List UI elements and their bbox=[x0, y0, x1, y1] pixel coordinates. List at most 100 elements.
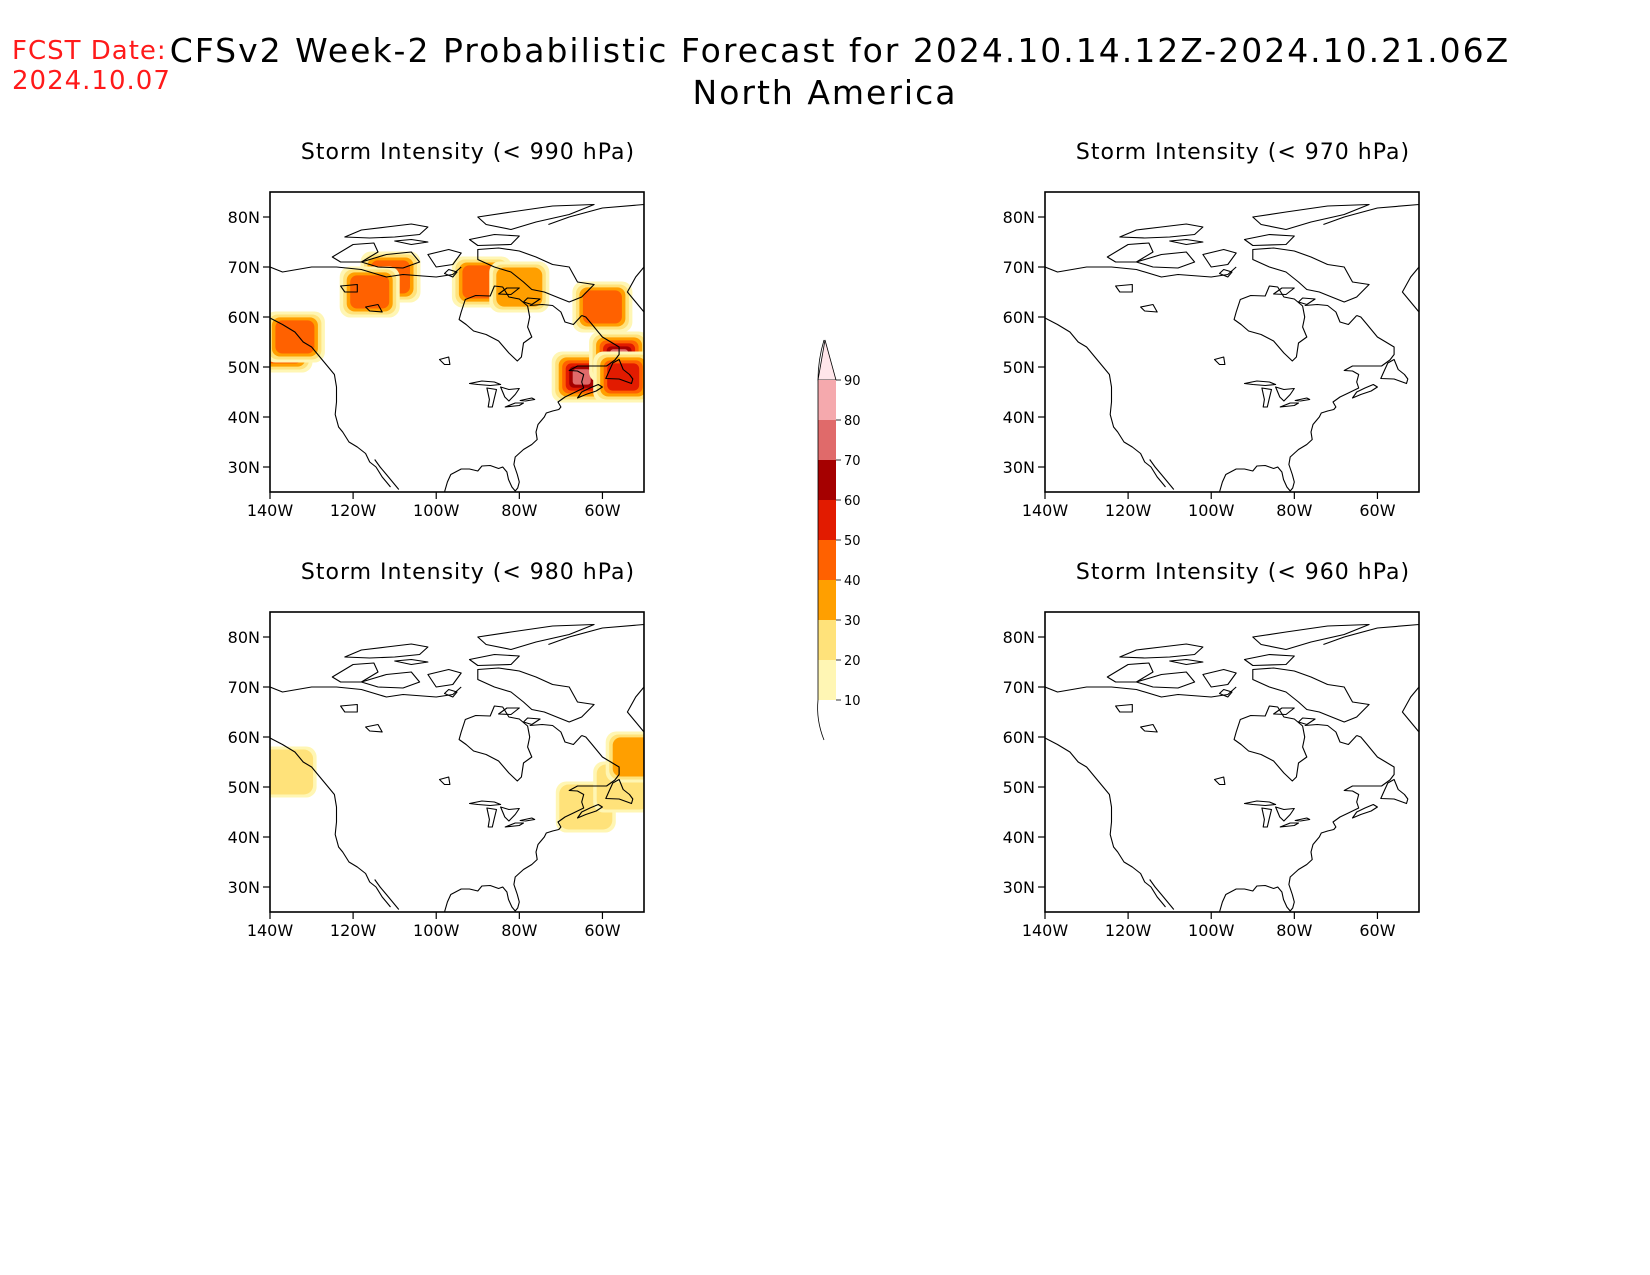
coastline bbox=[331, 242, 379, 263]
coastline bbox=[486, 387, 498, 408]
legend-label: 10 bbox=[844, 694, 861, 709]
coastline bbox=[1045, 266, 1237, 278]
coastline bbox=[270, 686, 462, 698]
legend-swatch bbox=[818, 460, 836, 500]
lon-tick-label: 80W bbox=[1276, 921, 1312, 940]
coastline bbox=[529, 723, 583, 746]
coastline bbox=[1304, 303, 1358, 326]
coastlines bbox=[270, 203, 644, 492]
lat-tick-label: 50N bbox=[1003, 358, 1035, 377]
lon-tick-label: 80W bbox=[501, 921, 537, 940]
coastline bbox=[394, 238, 429, 246]
coastline bbox=[270, 317, 391, 488]
coastline bbox=[1294, 817, 1311, 822]
lat-tick-label: 80N bbox=[1003, 628, 1035, 647]
lon-tick-label: 140W bbox=[1022, 921, 1069, 940]
coastline bbox=[468, 653, 520, 667]
lon-tick-label: 140W bbox=[1022, 501, 1069, 520]
coastline bbox=[1119, 643, 1204, 659]
coastline bbox=[1261, 807, 1273, 828]
coastline bbox=[443, 314, 620, 492]
coastline bbox=[1273, 287, 1295, 296]
coastline bbox=[1243, 233, 1295, 247]
lon-tick-label: 80W bbox=[501, 501, 537, 520]
coastline bbox=[500, 386, 520, 402]
coastline bbox=[1218, 688, 1233, 698]
lon-tick-label: 60W bbox=[1359, 501, 1395, 520]
map-panel-970: Storm Intensity (< 970 hPa) 80N 70N 60N 50N… bbox=[993, 140, 1473, 520]
coastline bbox=[468, 380, 502, 387]
coastline bbox=[498, 287, 520, 296]
legend-bottom-cap bbox=[817, 699, 825, 741]
coastline bbox=[1218, 314, 1395, 492]
lat-tick-label: 70N bbox=[1003, 678, 1035, 697]
coastline bbox=[529, 303, 583, 326]
lat-tick-label: 40N bbox=[1003, 408, 1035, 427]
legend-swatch bbox=[818, 580, 836, 620]
coastline bbox=[1169, 238, 1204, 246]
coastline bbox=[468, 800, 502, 807]
coastline bbox=[1323, 623, 1419, 733]
coastline bbox=[548, 203, 644, 313]
coastline bbox=[438, 356, 451, 366]
coastline bbox=[1149, 879, 1175, 910]
coastline bbox=[394, 658, 429, 666]
coastline bbox=[519, 817, 536, 822]
lat-tick-label: 70N bbox=[228, 678, 260, 697]
coastline bbox=[1243, 653, 1295, 667]
coastline bbox=[477, 203, 595, 231]
lon-tick-label: 100W bbox=[413, 501, 460, 520]
coastline bbox=[1380, 358, 1409, 385]
lon-tick-label: 100W bbox=[1188, 921, 1235, 940]
coastline bbox=[468, 233, 520, 247]
coastline bbox=[504, 822, 525, 828]
legend-label: 20 bbox=[844, 654, 861, 669]
coastline bbox=[1135, 671, 1196, 689]
lat-tick-label: 50N bbox=[1003, 778, 1035, 797]
lat-tick-label: 30N bbox=[228, 458, 260, 477]
coastline bbox=[1140, 723, 1158, 733]
coastline bbox=[522, 717, 541, 726]
lat-tick-label: 60N bbox=[1003, 308, 1035, 327]
lat-tick-label: 70N bbox=[1003, 258, 1035, 277]
coastline bbox=[1140, 303, 1158, 313]
probability-contour bbox=[496, 267, 543, 307]
legend-label: 40 bbox=[844, 574, 861, 589]
probability-contour bbox=[607, 363, 640, 391]
map-frame bbox=[1044, 611, 1420, 913]
probability-contour bbox=[270, 749, 314, 795]
probability-contour bbox=[572, 369, 591, 385]
coastline bbox=[1045, 317, 1166, 488]
panel-title: Storm Intensity (< 970 hPa) bbox=[1075, 140, 1411, 165]
coastline bbox=[1119, 223, 1204, 239]
legend-top-edge bbox=[817, 339, 825, 381]
lat-tick-label: 50N bbox=[228, 358, 260, 377]
coastline bbox=[1279, 402, 1300, 408]
coastlines bbox=[1045, 203, 1419, 492]
coastline bbox=[458, 705, 533, 782]
coastline bbox=[1252, 203, 1370, 231]
coastline bbox=[340, 703, 358, 713]
legend-label: 60 bbox=[844, 494, 861, 509]
legend-swatch bbox=[818, 380, 836, 420]
legend-swatch bbox=[818, 540, 836, 580]
coastline bbox=[1323, 203, 1419, 313]
forecast-date-value: 2024.10.07 bbox=[12, 66, 171, 96]
coastline bbox=[344, 643, 429, 659]
forecast-date-label: FCST Date: bbox=[12, 36, 167, 66]
lat-tick-label: 50N bbox=[228, 778, 260, 797]
lon-tick-label: 120W bbox=[330, 921, 377, 940]
coastline bbox=[458, 285, 533, 362]
legend-top-cap bbox=[817, 339, 837, 381]
coastline bbox=[1233, 285, 1308, 362]
coastline bbox=[1218, 268, 1233, 278]
coastline bbox=[1169, 658, 1204, 666]
coastline bbox=[1279, 822, 1300, 828]
title-line-2: North America bbox=[692, 73, 958, 112]
map-panel-980: Storm Intensity (< 980 hPa) 80N 70N 60N 50N… bbox=[218, 560, 698, 940]
coastline bbox=[340, 283, 358, 293]
coastline bbox=[1115, 703, 1133, 713]
coastline bbox=[1135, 251, 1196, 269]
legend-swatch bbox=[818, 620, 836, 660]
lat-tick-label: 60N bbox=[228, 308, 260, 327]
